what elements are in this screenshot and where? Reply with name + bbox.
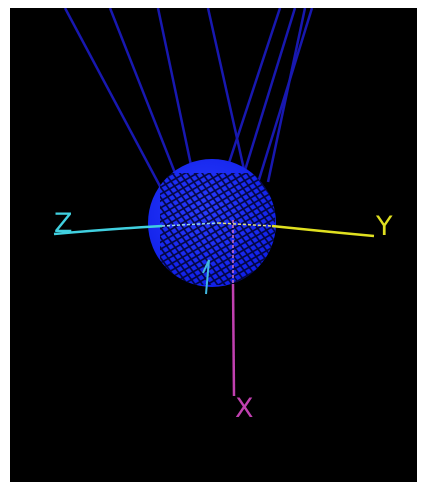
cable (156, 8, 194, 171)
axes (53, 220, 375, 397)
y-axis-label: Y (375, 211, 393, 242)
cables (63, 8, 314, 191)
y-axis-line (217, 222, 273, 227)
cable (266, 8, 307, 183)
cable (63, 8, 164, 191)
cable (108, 8, 179, 179)
z-axis-label: Z (54, 208, 73, 239)
y-axis-line (271, 224, 375, 238)
z-axis-line-inner (161, 222, 219, 227)
3d-viewport[interactable]: Z Y X (10, 8, 417, 482)
x-axis-label: X (235, 393, 254, 424)
cable (206, 8, 247, 175)
cable (240, 8, 297, 181)
sphere-wireframe (160, 173, 275, 285)
z-axis-line (53, 224, 163, 236)
x-axis-line (231, 283, 236, 397)
scene-canvas: Z Y X (53, 8, 393, 424)
z-axis-back-segment (202, 259, 210, 295)
cable (255, 8, 314, 187)
cable (222, 8, 282, 179)
